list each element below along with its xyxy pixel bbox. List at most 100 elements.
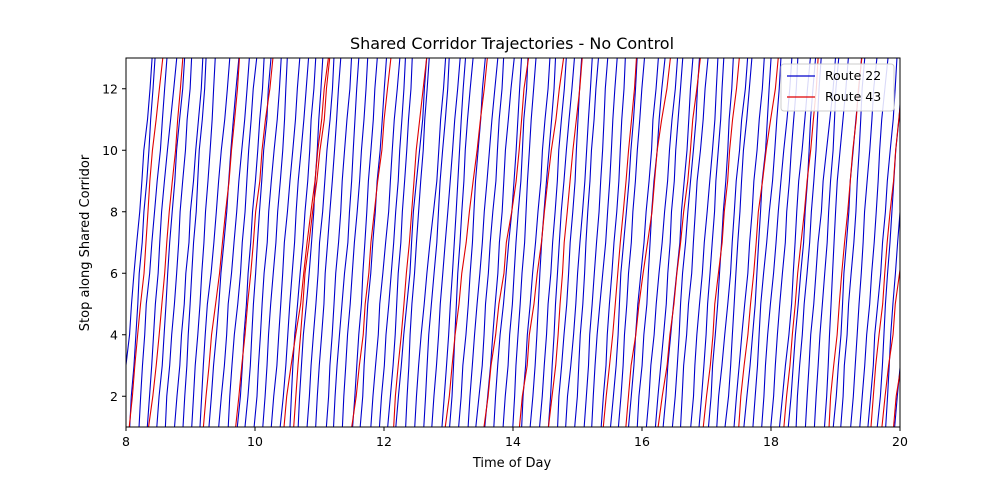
- trajectory-route-22: [289, 58, 317, 427]
- trajectory-route-22: [199, 58, 231, 427]
- trajectory-route-43: [148, 58, 184, 427]
- trajectory-route-22: [431, 58, 461, 427]
- trajectory-route-22: [662, 58, 694, 427]
- trajectory-route-22: [493, 58, 523, 427]
- x-tick-label: 20: [892, 434, 908, 449]
- trajectory-route-22: [539, 58, 567, 427]
- y-axis: 2 4 6 8 10 12: [102, 81, 126, 404]
- trajectory-route-43: [547, 58, 583, 427]
- trajectory-route-22: [475, 58, 505, 427]
- trajectory-route-43: [444, 58, 488, 427]
- trajectory-route-22: [733, 58, 765, 427]
- trajectory-route-22: [315, 58, 342, 427]
- trajectory-route-22: [164, 58, 193, 427]
- trajectory-route-22: [332, 58, 360, 427]
- trajectory-route-22: [698, 58, 725, 427]
- legend-label-route-43: Route 43: [825, 89, 881, 104]
- trajectory-route-22: [850, 58, 878, 427]
- trajectory-route-22: [813, 58, 840, 427]
- y-tick-label: 10: [102, 143, 118, 158]
- trajectory-route-43: [293, 58, 331, 427]
- trajectory-route-22: [467, 58, 499, 427]
- trajectory-route-22: [832, 58, 863, 427]
- trajectory-route-43: [657, 58, 701, 427]
- trajectory-route-43: [235, 58, 274, 427]
- trajectory-route-22: [306, 58, 335, 427]
- trajectory-route-22: [244, 58, 272, 427]
- trajectory-route-22: [574, 58, 600, 427]
- trajectory-route-22: [423, 58, 450, 427]
- x-tick-label: 18: [763, 434, 779, 449]
- trajectory-route-22: [208, 58, 240, 427]
- trajectory-route-22: [600, 58, 626, 427]
- trajectory-route-43: [518, 58, 565, 427]
- trajectory-route-22: [716, 58, 749, 427]
- trajectory-route-43: [393, 58, 428, 427]
- trajectory-route-22: [270, 58, 301, 427]
- trajectory-route-22: [227, 58, 258, 427]
- trajectory-route-22: [617, 58, 646, 427]
- x-tick-label: 14: [505, 434, 521, 449]
- trajectory-route-22: [253, 58, 282, 427]
- trajectory-route-43: [738, 58, 779, 427]
- trajectory-route-22: [502, 58, 529, 427]
- trajectory-route-22: [867, 58, 898, 427]
- y-tick-label: 8: [110, 204, 118, 219]
- trajectory-route-22: [341, 58, 369, 427]
- trajectory-route-22: [823, 58, 849, 427]
- trajectory-route-22: [191, 58, 216, 427]
- trajectory-route-43: [702, 58, 740, 427]
- x-axis-label: Time of Day: [472, 456, 552, 471]
- trajectory-route-43: [828, 58, 863, 427]
- trajectory-route-43: [202, 58, 240, 427]
- legend-label-route-22: Route 22: [825, 68, 881, 83]
- trajectory-route-22: [512, 58, 537, 427]
- trajectory-route-22: [262, 58, 288, 427]
- trajectory-route-43: [351, 58, 392, 427]
- trajectory-route-22: [441, 58, 467, 427]
- trajectory-route-22: [707, 58, 734, 427]
- trajectory-route-22: [743, 58, 772, 427]
- trajectory-route-22: [690, 58, 719, 427]
- trajectory-route-22: [804, 58, 837, 427]
- trajectory-route-22: [146, 58, 178, 427]
- trajectory-route-22: [279, 58, 310, 427]
- trajectory-route-22: [795, 58, 822, 427]
- trajectory-route-22: [126, 58, 153, 372]
- trajectory-route-43: [483, 58, 530, 427]
- x-tick-label: 16: [634, 434, 650, 449]
- trajectory-route-22: [636, 58, 666, 427]
- trajectory-route-22: [645, 58, 679, 427]
- trajectory-route-22: [182, 58, 207, 427]
- trajectory-route-22: [770, 58, 799, 427]
- trajectory-route-22: [565, 58, 593, 427]
- trajectory-route-22: [395, 58, 428, 427]
- trajectory-route-22: [297, 58, 324, 427]
- trajectory-route-22: [414, 58, 447, 427]
- trajectory-route-22: [387, 58, 413, 427]
- trajectory-route-43: [881, 265, 900, 427]
- trajectory-route-22: [761, 58, 793, 427]
- trajectory-route-22: [173, 58, 204, 427]
- trajectory-route-22: [352, 58, 378, 427]
- y-tick-label: 6: [110, 266, 118, 281]
- trajectory-route-22: [591, 58, 618, 427]
- trajectory-route-22: [138, 58, 168, 427]
- trajectory-route-22: [627, 58, 659, 427]
- trajectory-route-43: [783, 58, 819, 427]
- trajectory-route-22: [521, 58, 551, 427]
- trajectory-route-22: [840, 58, 866, 427]
- trajectory-route-22: [859, 58, 889, 427]
- trajectory-route-22: [724, 58, 753, 427]
- trajectory-route-22: [885, 203, 900, 427]
- trajectory-route-22: [778, 58, 811, 427]
- trajectory-route-22: [156, 58, 186, 427]
- trajectory-route-22: [405, 58, 430, 427]
- trajectory-route-22: [654, 58, 684, 427]
- trajectory-route-43: [625, 58, 671, 427]
- trajectory-route-22: [378, 58, 406, 427]
- trajectory-route-22: [583, 58, 609, 427]
- legend: Route 22 Route 43: [780, 63, 895, 112]
- x-tick-label: 10: [247, 434, 263, 449]
